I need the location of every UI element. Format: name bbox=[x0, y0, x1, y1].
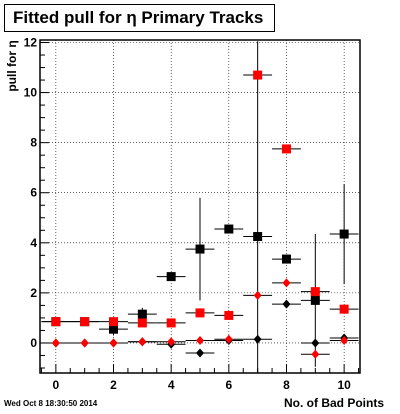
diamond-marker bbox=[196, 348, 204, 358]
square-marker bbox=[224, 224, 234, 234]
y-tick-label: 6 bbox=[30, 186, 37, 200]
y-tick-label: 4 bbox=[30, 236, 37, 250]
square-marker bbox=[281, 144, 291, 154]
diamond-marker bbox=[311, 338, 320, 348]
diamond-marker bbox=[51, 338, 60, 348]
diamond-marker bbox=[282, 299, 291, 309]
square-marker bbox=[310, 295, 320, 305]
x-tick-label: 10 bbox=[337, 378, 351, 392]
square-marker bbox=[166, 318, 176, 328]
x-tick-label: 8 bbox=[283, 378, 290, 392]
y-tick-label: 8 bbox=[30, 136, 37, 150]
diamond-marker bbox=[340, 335, 349, 345]
square-marker bbox=[224, 310, 234, 320]
square-marker bbox=[109, 317, 119, 327]
timestamp: Wed Oct 8 18:30:50 2014 bbox=[4, 399, 98, 408]
x-tick-label: 6 bbox=[225, 378, 232, 392]
square-marker bbox=[166, 272, 176, 282]
diamond-marker bbox=[253, 334, 262, 344]
axis-ticks: 0 2 4 6 8 10 0 2 4 6 8 10 12 bbox=[24, 36, 360, 392]
diamond-marker bbox=[224, 334, 233, 344]
diamond-marker bbox=[282, 278, 291, 288]
square-marker bbox=[137, 318, 147, 328]
y-axis-label: pull for η bbox=[5, 40, 19, 92]
square-marker bbox=[195, 308, 205, 318]
x-tick-label: 2 bbox=[110, 378, 117, 392]
y-tick-label: 0 bbox=[30, 336, 37, 350]
square-marker bbox=[310, 287, 320, 297]
diamond-marker bbox=[253, 290, 262, 300]
diamond-marker bbox=[311, 349, 320, 359]
data-markers bbox=[51, 70, 349, 359]
y-tick-label: 2 bbox=[30, 286, 37, 300]
square-marker bbox=[137, 309, 147, 319]
diamond-marker bbox=[167, 337, 176, 347]
diamond-marker bbox=[80, 338, 89, 348]
x-axis-label: No. of Bad Points bbox=[284, 396, 384, 410]
square-marker bbox=[339, 304, 349, 314]
square-marker bbox=[281, 254, 291, 264]
square-marker bbox=[80, 317, 90, 327]
square-marker bbox=[339, 229, 349, 239]
diamond-marker bbox=[196, 335, 204, 345]
y-axis-label-box: pull for η bbox=[4, 36, 20, 96]
diamond-marker bbox=[109, 338, 118, 348]
chart-title: Fitted pull for η Primary Tracks bbox=[4, 4, 275, 32]
square-marker bbox=[195, 244, 205, 254]
square-marker bbox=[51, 317, 61, 327]
square-marker bbox=[253, 232, 263, 242]
y-tick-label: 10 bbox=[24, 86, 38, 100]
square-marker bbox=[253, 70, 263, 80]
x-tick-label: 4 bbox=[168, 378, 175, 392]
square-marker bbox=[109, 324, 119, 334]
diamond-marker bbox=[138, 337, 147, 347]
y-tick-label: 12 bbox=[24, 36, 38, 50]
x-tick-label: 0 bbox=[53, 378, 60, 392]
